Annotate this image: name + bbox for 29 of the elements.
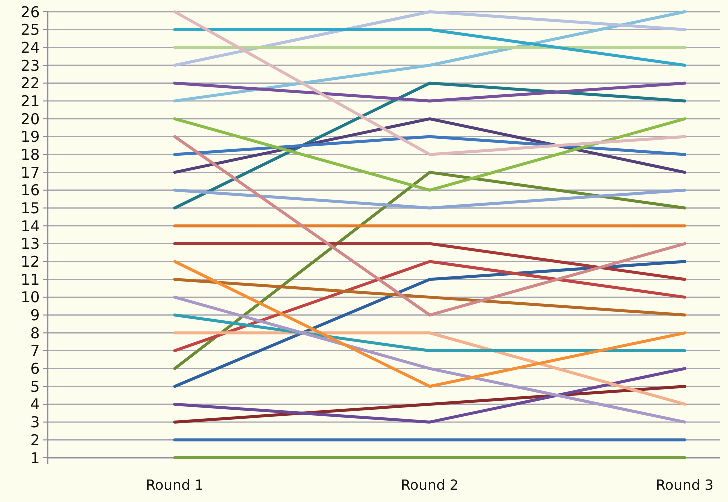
y-tick-label: 7 <box>30 342 40 360</box>
y-tick-label: 22 <box>20 74 40 93</box>
y-tick-label: 10 <box>20 288 40 307</box>
y-tick-label: 19 <box>20 128 40 146</box>
y-tick-label: 21 <box>20 92 40 110</box>
y-tick-label: 12 <box>20 253 40 272</box>
x-tick-label: Round 2 <box>401 478 459 494</box>
y-tick-label: 13 <box>20 235 40 254</box>
y-tick-label: 16 <box>20 182 40 200</box>
x-tick-label: Round 1 <box>146 478 204 494</box>
y-tick-label: 17 <box>20 164 40 182</box>
y-tick-label: 2 <box>30 431 40 450</box>
x-tick-label: Round 3 <box>656 478 714 494</box>
y-tick-label: 18 <box>20 146 40 164</box>
y-tick-label: 1 <box>30 449 40 468</box>
y-tick-label: 11 <box>20 270 40 289</box>
y-tick-label: 24 <box>20 38 40 57</box>
y-tick-label: 3 <box>30 414 40 432</box>
y-tick-label: 5 <box>30 378 40 396</box>
y-tick-label: 8 <box>30 324 40 342</box>
y-tick-label: 20 <box>20 110 40 128</box>
y-tick-label: 23 <box>20 56 40 75</box>
y-tick-label: 25 <box>20 21 40 40</box>
y-tick-label: 26 <box>20 3 40 22</box>
y-tick-label: 9 <box>30 306 40 325</box>
y-tick-label: 15 <box>20 199 40 218</box>
y-tick-label: 14 <box>20 217 40 236</box>
y-tick-label: 4 <box>30 396 40 414</box>
y-tick-label: 6 <box>30 360 40 378</box>
